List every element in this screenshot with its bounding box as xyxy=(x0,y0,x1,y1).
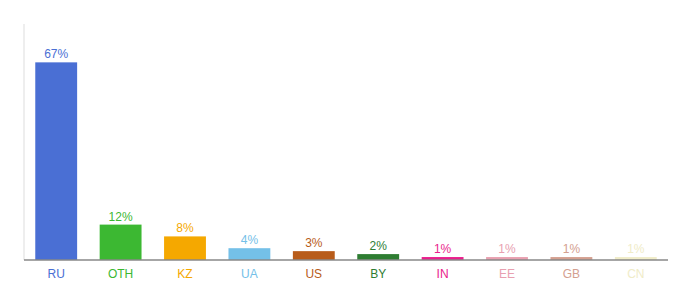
bar xyxy=(293,251,335,260)
x-tick-label: KZ xyxy=(177,267,192,281)
x-tick-label: EE xyxy=(499,267,515,281)
bar xyxy=(228,248,270,260)
x-tick-label: GB xyxy=(563,267,580,281)
data-label: 1% xyxy=(563,242,581,256)
x-tick-label: UA xyxy=(241,267,258,281)
x-tick-label: RU xyxy=(48,267,65,281)
x-tick-label: CN xyxy=(627,267,644,281)
chart: 67% 12% 8% 4% 3% 2% 1% 1% 1% 1% RU OTH KZ UA US BY IN EE G… xyxy=(0,0,680,300)
data-label: 1% xyxy=(434,242,452,256)
data-labels: 67% 12% 8% 4% 3% 2% 1% 1% 1% 1% xyxy=(44,47,645,256)
x-tick-labels: RU OTH KZ UA US BY IN EE GB CN xyxy=(48,267,645,281)
data-label: 8% xyxy=(176,221,194,235)
x-tick-label: US xyxy=(305,267,322,281)
bar xyxy=(100,225,142,260)
data-label: 1% xyxy=(627,242,645,256)
data-label: 1% xyxy=(498,242,516,256)
data-label: 3% xyxy=(305,236,323,250)
bar xyxy=(357,254,399,260)
x-tick-label: OTH xyxy=(108,267,133,281)
x-tick-label: BY xyxy=(370,267,386,281)
chart-container: 67% 12% 8% 4% 3% 2% 1% 1% 1% 1% RU OTH KZ UA US BY IN EE G… xyxy=(0,0,680,300)
bar xyxy=(35,62,77,260)
x-axis-line xyxy=(24,259,668,261)
bars xyxy=(35,62,656,260)
x-tick-label: IN xyxy=(437,267,449,281)
data-label: 4% xyxy=(241,233,259,247)
data-label: 67% xyxy=(44,47,68,61)
data-label: 12% xyxy=(109,210,133,224)
y-axis-line xyxy=(24,24,25,260)
bar xyxy=(164,236,206,260)
data-label: 2% xyxy=(370,239,388,253)
